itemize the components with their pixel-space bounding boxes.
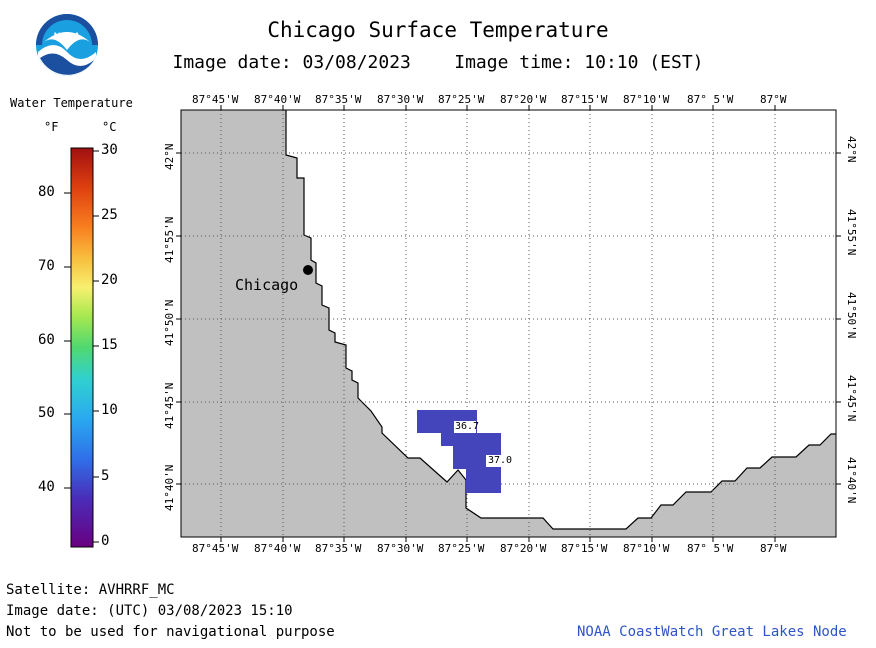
c-tick-15: 15: [101, 337, 118, 353]
c-tick-25: 25: [101, 207, 118, 223]
f-tick-40: 40: [38, 479, 55, 495]
lon-label-top: 87°40'W: [254, 93, 301, 106]
navigation-disclaimer: Not to be used for navigational purpose: [6, 624, 335, 640]
lon-label-bottom: 87°W: [760, 542, 787, 555]
lat-label-right: 41°45'N: [845, 375, 858, 422]
f-tick-60: 60: [38, 332, 55, 348]
f-tick-50: 50: [38, 405, 55, 421]
sst-value-label: 36.7: [455, 421, 480, 432]
sst-label-box-2: [486, 455, 512, 467]
page-title: Chicago Surface Temperature: [267, 18, 609, 42]
image-datetime: Image date: 03/08/2023 Image time: 10:10…: [172, 52, 704, 73]
utc-image-date: Image date: (UTC) 03/08/2023 15:10: [6, 603, 293, 619]
lon-label-bottom: 87°25'W: [438, 542, 485, 555]
lon-label-bottom: 87°40'W: [254, 542, 301, 555]
chicago-marker: [303, 265, 313, 275]
c-tick-20: 20: [101, 272, 118, 288]
c-tick-10: 10: [101, 402, 118, 418]
land-mass: [181, 110, 836, 537]
lat-label-right: 42°N: [845, 136, 858, 163]
lon-label-top: 87°10'W: [623, 93, 670, 106]
lon-label-top: 87°20'W: [500, 93, 547, 106]
color-scale-bar: [64, 147, 99, 548]
lat-label-right: 41°40'N: [845, 457, 858, 504]
lat-label-right: 41°55'N: [845, 209, 858, 256]
legend-title: Water Temperature: [10, 96, 133, 110]
lon-label-bottom: 87°45'W: [192, 542, 239, 555]
lon-label-top: 87°25'W: [438, 93, 485, 106]
lon-label-top: 87°15'W: [561, 93, 608, 106]
f-tick-70: 70: [38, 258, 55, 274]
tick-marks: [176, 105, 841, 542]
lat-label-left: 42°N: [163, 143, 176, 171]
lon-label-top: 87°45'W: [192, 93, 239, 106]
lat-label-left: 41°55'N: [163, 216, 176, 263]
sst-value-label: 37.0: [488, 455, 513, 466]
lon-label-top: 87° 5'W: [687, 93, 734, 106]
noaa-logo-icon: NOAA: [36, 14, 98, 77]
lon-label-top: 87°W: [760, 93, 787, 106]
lon-label-top: 87°35'W: [315, 93, 362, 106]
city-label-chicago: Chicago: [235, 276, 299, 294]
lon-label-bottom: 87°15'W: [561, 542, 608, 555]
lon-label-bottom: 87°30'W: [377, 542, 424, 555]
coastline: [285, 110, 836, 530]
lon-label-bottom: 87°20'W: [500, 542, 547, 555]
lat-label-left: 41°50'N: [163, 299, 176, 346]
lat-label-left: 41°40'N: [163, 464, 176, 511]
c-tick-30: 30: [101, 142, 118, 158]
c-tick-0: 0: [101, 533, 110, 549]
sst-label-box-1: [454, 421, 476, 433]
lon-label-bottom: 87° 5'W: [687, 542, 734, 555]
lat-label-right: 41°50'N: [845, 292, 858, 339]
lat-label-left: 41°45'N: [163, 382, 176, 429]
satellite-info: Satellite: AVHRRF_MC: [6, 582, 175, 598]
unit-celsius: °C: [102, 120, 117, 134]
map-frame: [180, 109, 837, 538]
c-tick-5: 5: [101, 468, 110, 484]
unit-fahrenheit: °F: [44, 120, 59, 134]
lon-label-bottom: 87°35'W: [315, 542, 362, 555]
map-panel: [176, 105, 841, 542]
lon-label-top: 87°30'W: [377, 93, 424, 106]
f-tick-80: 80: [38, 184, 55, 200]
lon-label-bottom: 87°10'W: [623, 542, 670, 555]
coastwatch-node-link[interactable]: NOAA CoastWatch Great Lakes Node: [577, 624, 847, 640]
logo-text: NOAA: [54, 31, 81, 41]
